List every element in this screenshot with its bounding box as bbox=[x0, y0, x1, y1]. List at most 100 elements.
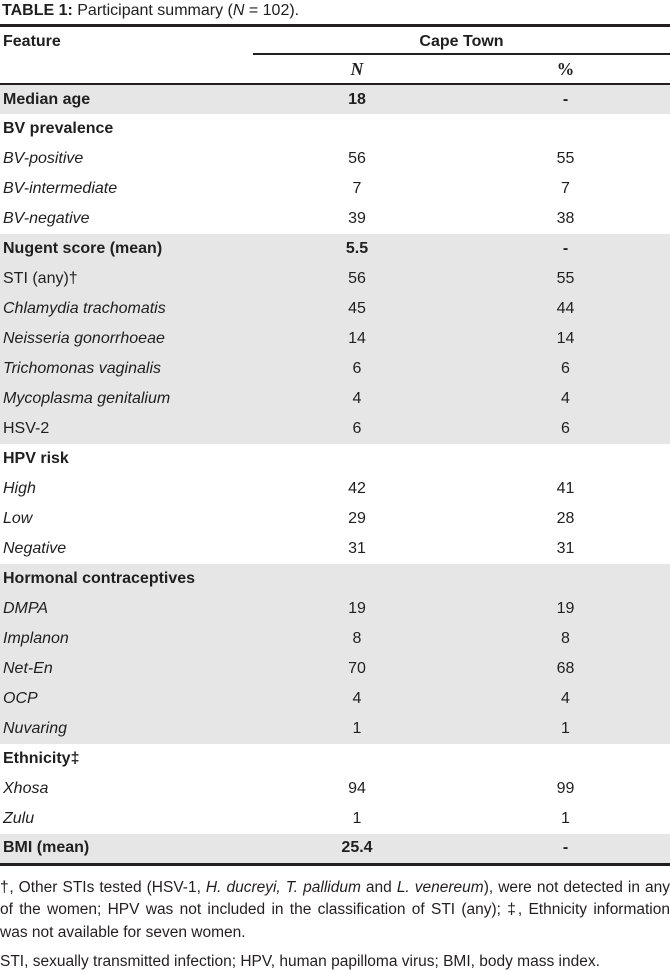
table-row: Nugent score (mean)5.5- bbox=[0, 234, 670, 264]
n-cell: 70 bbox=[253, 654, 461, 684]
feature-cell: Mycoplasma genitalium bbox=[0, 384, 253, 414]
feature-cell: BV prevalence bbox=[0, 114, 253, 144]
n-cell: 7 bbox=[253, 174, 461, 204]
feature-cell: BMI (mean) bbox=[0, 834, 253, 864]
table-header: Feature Cape Town N % bbox=[0, 27, 670, 84]
feature-cell: Ethnicity‡ bbox=[0, 744, 253, 774]
percent-cell bbox=[461, 564, 670, 594]
feature-column-header: Feature bbox=[0, 27, 253, 84]
feature-cell: STI (any)† bbox=[0, 264, 253, 294]
percent-cell: 4 bbox=[461, 384, 670, 414]
percent-cell: 68 bbox=[461, 654, 670, 684]
feature-cell: OCP bbox=[0, 684, 253, 714]
percent-cell: 7 bbox=[461, 174, 670, 204]
feature-cell: BV-negative bbox=[0, 204, 253, 234]
feature-cell: Trichomonas vaginalis bbox=[0, 354, 253, 384]
percent-cell: 14 bbox=[461, 324, 670, 354]
n-cell: 31 bbox=[253, 534, 461, 564]
n-cell bbox=[253, 564, 461, 594]
percent-cell: 44 bbox=[461, 294, 670, 324]
table-row: BMI (mean)25.4- bbox=[0, 834, 670, 864]
percent-cell: 41 bbox=[461, 474, 670, 504]
n-cell: 6 bbox=[253, 414, 461, 444]
feature-cell: Nuvaring bbox=[0, 714, 253, 744]
percent-cell: 38 bbox=[461, 204, 670, 234]
n-cell: 1 bbox=[253, 714, 461, 744]
table-row: Hormonal contraceptives bbox=[0, 564, 670, 594]
n-cell: 19 bbox=[253, 594, 461, 624]
n-cell: 4 bbox=[253, 684, 461, 714]
percent-cell: - bbox=[461, 834, 670, 864]
feature-cell: Negative bbox=[0, 534, 253, 564]
percent-cell: 99 bbox=[461, 774, 670, 804]
percent-cell: 28 bbox=[461, 504, 670, 534]
n-cell: 14 bbox=[253, 324, 461, 354]
n-cell: 1 bbox=[253, 804, 461, 834]
percent-cell bbox=[461, 114, 670, 144]
percent-cell: 1 bbox=[461, 714, 670, 744]
feature-cell: Net-En bbox=[0, 654, 253, 684]
percent-cell: - bbox=[461, 84, 670, 114]
percent-cell: 19 bbox=[461, 594, 670, 624]
feature-cell: HSV-2 bbox=[0, 414, 253, 444]
feature-cell: Neisseria gonorrhoeae bbox=[0, 324, 253, 354]
header-row-group: Feature Cape Town bbox=[0, 27, 670, 54]
feature-cell: High bbox=[0, 474, 253, 504]
n-cell: 5.5 bbox=[253, 234, 461, 264]
n-cell: 45 bbox=[253, 294, 461, 324]
percent-cell: 55 bbox=[461, 144, 670, 174]
percent-cell: 6 bbox=[461, 354, 670, 384]
feature-cell: Xhosa bbox=[0, 774, 253, 804]
table-row: HPV risk bbox=[0, 444, 670, 474]
n-cell: 42 bbox=[253, 474, 461, 504]
feature-cell: Implanon bbox=[0, 624, 253, 654]
footnote-abbreviations: STI, sexually transmitted infection; HPV… bbox=[0, 951, 670, 974]
n-cell bbox=[253, 444, 461, 474]
percent-cell bbox=[461, 744, 670, 774]
n-cell: 29 bbox=[253, 504, 461, 534]
percent-column-header: % bbox=[461, 54, 670, 84]
n-cell: 4 bbox=[253, 384, 461, 414]
feature-cell: Zulu bbox=[0, 804, 253, 834]
footnotes: †, Other STIs tested (HSV-1, H. ducreyi,… bbox=[0, 877, 670, 974]
footnote-symbols: †, Other STIs tested (HSV-1, H. ducreyi,… bbox=[0, 877, 670, 945]
n-cell: 94 bbox=[253, 774, 461, 804]
n-cell: 25.4 bbox=[253, 834, 461, 864]
feature-cell: Hormonal contraceptives bbox=[0, 564, 253, 594]
feature-cell: Low bbox=[0, 504, 253, 534]
n-cell bbox=[253, 744, 461, 774]
percent-cell bbox=[461, 444, 670, 474]
n-column-header: N bbox=[253, 54, 461, 84]
percent-cell: 4 bbox=[461, 684, 670, 714]
percent-cell: 8 bbox=[461, 624, 670, 654]
feature-cell: DMPA bbox=[0, 594, 253, 624]
feature-cell: BV-intermediate bbox=[0, 174, 253, 204]
table-row: BV prevalence bbox=[0, 114, 670, 144]
table-caption: TABLE 1: Participant summary (N = 102). bbox=[0, 0, 670, 27]
n-cell: 18 bbox=[253, 84, 461, 114]
feature-cell: BV-positive bbox=[0, 144, 253, 174]
feature-cell: Nugent score (mean) bbox=[0, 234, 253, 264]
feature-cell: Median age bbox=[0, 84, 253, 114]
percent-cell: 1 bbox=[461, 804, 670, 834]
cape-town-group-header: Cape Town bbox=[253, 27, 670, 54]
